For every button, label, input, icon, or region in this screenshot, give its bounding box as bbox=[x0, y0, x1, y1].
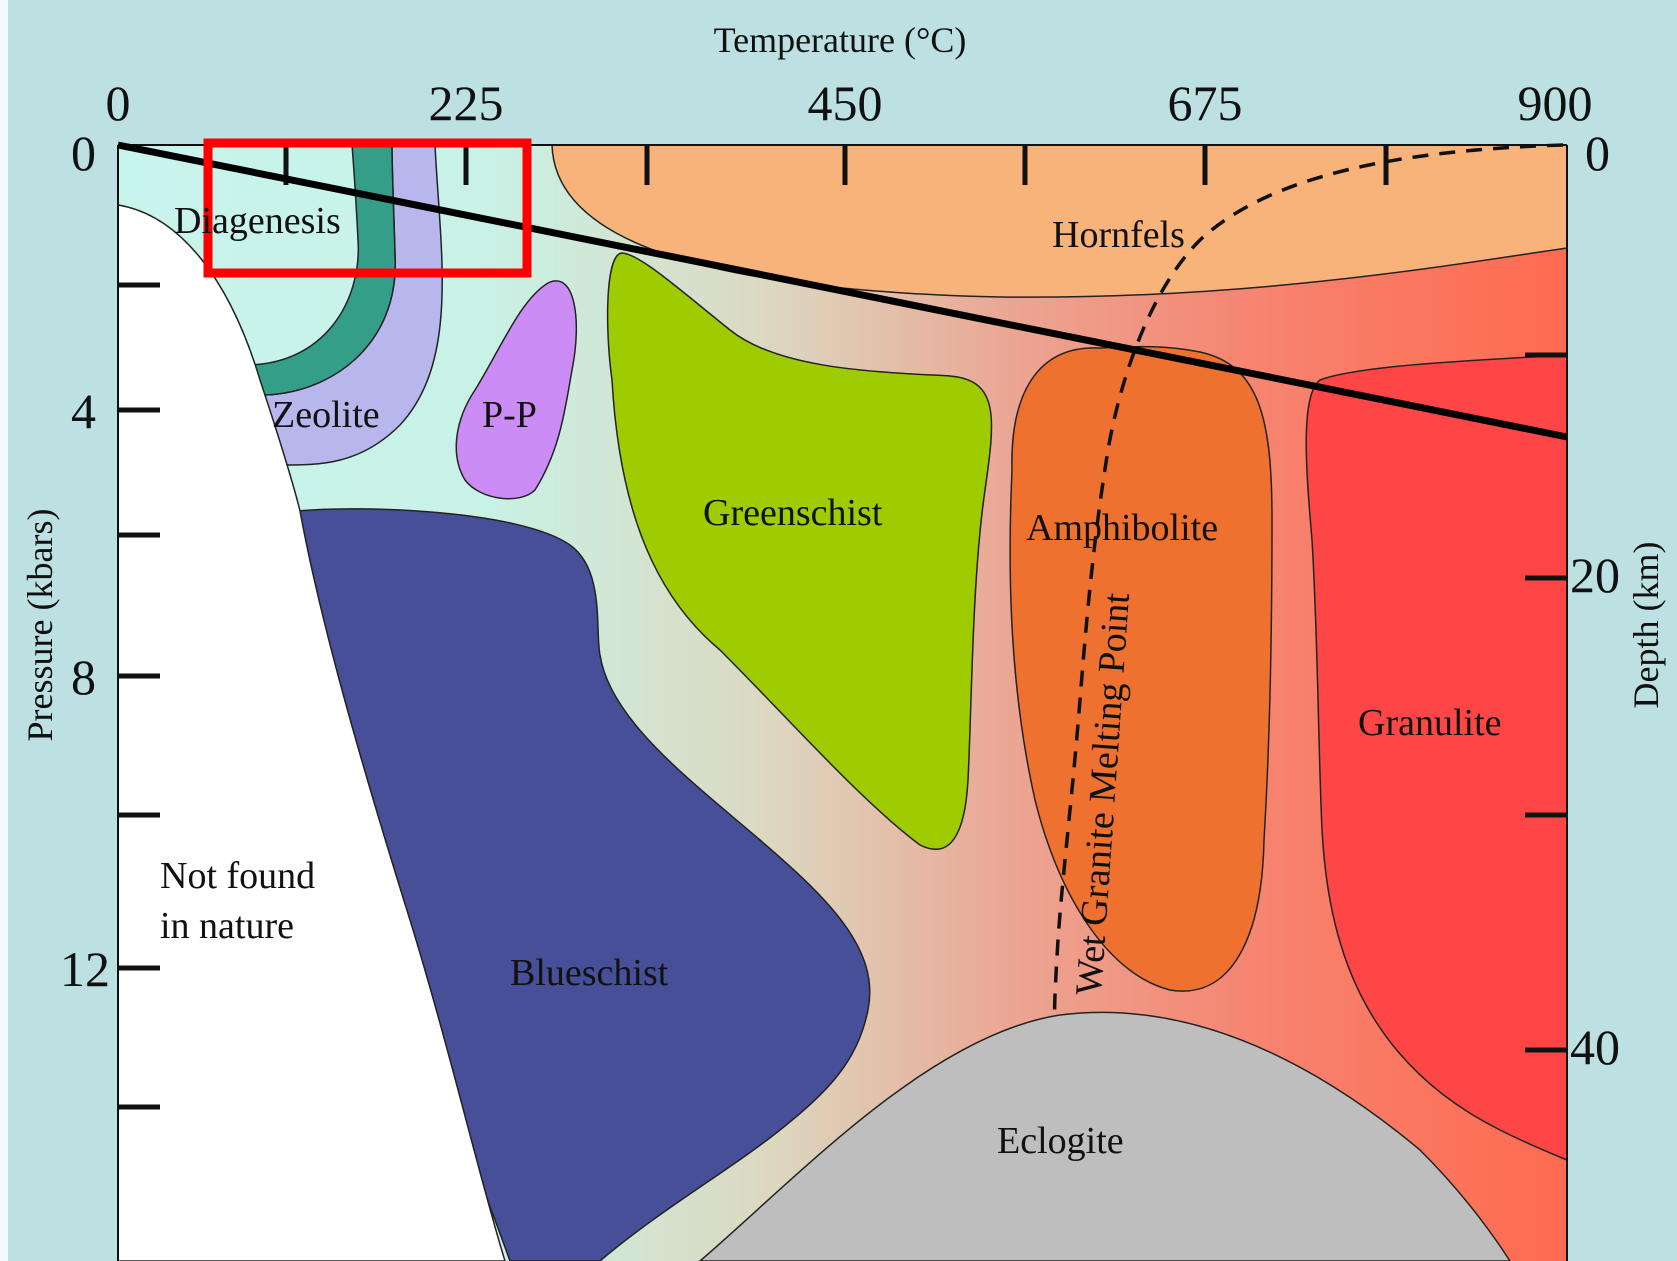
x-tick-label: 900 bbox=[1518, 75, 1593, 131]
left-axis-title: Pressure (kbars) bbox=[20, 509, 60, 742]
x-axis-title: Temperature (°C) bbox=[714, 20, 967, 60]
depth-tick-label: 40 bbox=[1570, 1019, 1620, 1075]
eclogite-region bbox=[698, 1011, 1511, 1261]
not-found-label-line2: in nature bbox=[160, 905, 294, 947]
depth-tick-label: 20 bbox=[1570, 547, 1620, 603]
eclogite-label: Eclogite bbox=[997, 1120, 1124, 1162]
x-tick-label: 225 bbox=[429, 75, 504, 131]
pp-region bbox=[455, 280, 578, 500]
hornfels-label: Hornfels bbox=[1052, 214, 1185, 256]
not-found-label-line1: Not found bbox=[160, 855, 315, 897]
amphibolite-label: Amphibolite bbox=[1026, 507, 1218, 549]
depth-tick-label: 0 bbox=[1585, 125, 1610, 181]
x-tick-label: 675 bbox=[1168, 75, 1243, 131]
left-white-strip bbox=[0, 0, 8, 1261]
blueschist-label: Blueschist bbox=[510, 952, 669, 994]
not-found-in-nature-region bbox=[118, 204, 506, 1261]
pressure-tick-label: 0 bbox=[71, 125, 96, 181]
pp-label: P-P bbox=[482, 394, 537, 436]
pressure-tick-label: 4 bbox=[71, 383, 96, 439]
hornfels-region bbox=[551, 145, 1567, 298]
x-tick-label: 450 bbox=[808, 75, 883, 131]
geotherm-line bbox=[117, 141, 1568, 441]
right-axis-title: Depth (km) bbox=[1626, 542, 1666, 709]
highlight-box bbox=[203, 138, 532, 278]
pressure-tick-label: 8 bbox=[71, 649, 96, 705]
granulite-label: Granulite bbox=[1358, 702, 1502, 744]
granulite-region bbox=[1305, 354, 1567, 1161]
x-tick-label: 0 bbox=[106, 75, 131, 131]
pressure-tick-label: 12 bbox=[60, 941, 110, 997]
greenschist-label: Greenschist bbox=[703, 492, 883, 534]
diagenesis-label: Diagenesis bbox=[174, 200, 341, 242]
wet-granite-melting-curve bbox=[1052, 143, 1564, 1021]
left-axis-ticks bbox=[118, 282, 160, 1110]
right-axis-ticks bbox=[1525, 352, 1567, 1053]
greenschist-region bbox=[606, 252, 993, 851]
top-axis-ticks bbox=[283, 145, 1389, 185]
zeolite-label: Zeolite bbox=[272, 394, 380, 436]
amphibolite-region bbox=[1009, 345, 1273, 992]
